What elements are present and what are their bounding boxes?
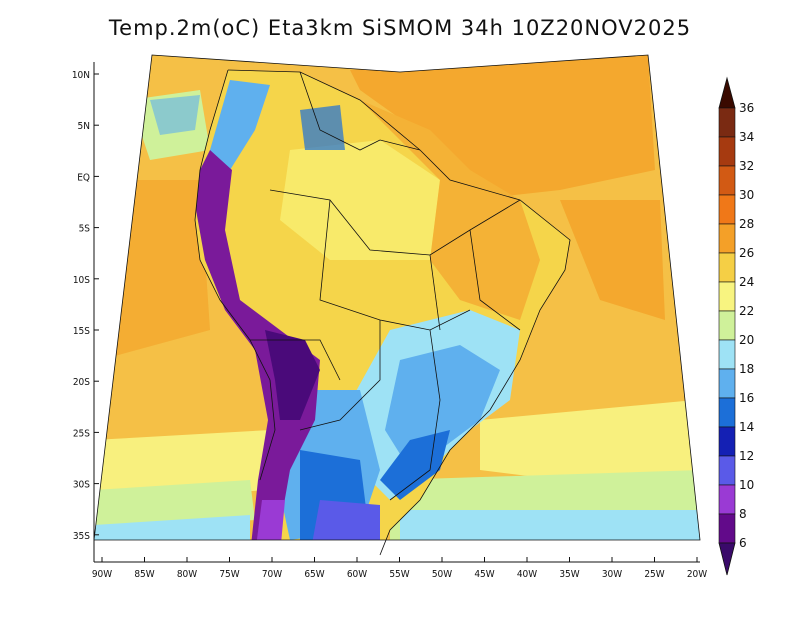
colorbar-top-arrow <box>718 76 736 109</box>
lon-tick-label: 45W <box>474 569 494 580</box>
colorbar-segment <box>718 281 736 312</box>
colorbar-segment <box>718 310 736 341</box>
colorbar-segment <box>718 455 736 486</box>
lon-tick-label: 30W <box>602 569 622 580</box>
colorbar-label: 10 <box>739 478 754 492</box>
lon-tick-label: 65W <box>304 569 324 580</box>
lat-tick-label: 20S <box>73 377 90 388</box>
colorbar-label: 16 <box>739 391 754 405</box>
colorbar-label: 26 <box>739 246 754 260</box>
lon-tick-label: 85W <box>134 569 154 580</box>
colorbar-segment <box>718 223 736 254</box>
colorbar-label: 14 <box>739 420 754 434</box>
colorbar-label: 32 <box>739 159 754 173</box>
colorbar-segment <box>718 107 736 138</box>
lat-tick-label: 15S <box>73 326 90 337</box>
colorbar-label: 36 <box>739 101 754 115</box>
political-borders <box>194 69 571 556</box>
colorbar-label: 8 <box>739 507 747 521</box>
map-border <box>93 54 701 541</box>
lon-tick-label: 20W <box>687 569 707 580</box>
colorbar-segment <box>718 484 736 515</box>
lon-tick-label: 50W <box>432 569 452 580</box>
lon-tick-label: 90W <box>92 569 112 580</box>
lon-tick-label: 60W <box>347 569 367 580</box>
colorbar-segment <box>718 426 736 457</box>
colorbar-label: 20 <box>739 333 754 347</box>
lat-tick-label: 30S <box>73 480 90 491</box>
colorbar-label: 24 <box>739 275 754 289</box>
lat-tick-label: 10N <box>72 70 90 81</box>
colorbar-segment <box>718 136 736 167</box>
colorbar-label: 34 <box>739 130 754 144</box>
colorbar-segment <box>718 165 736 196</box>
colorbar-segment <box>718 368 736 399</box>
colorbar-segment <box>718 513 736 544</box>
lat-tick-label: 10S <box>73 275 90 286</box>
lat-tick-label: EQ <box>77 172 90 183</box>
latitude-axis: 10N 5N EQ 5S 10S 15S 20S 25S 30S 35S <box>72 70 99 542</box>
colorbar-label: 30 <box>739 188 754 202</box>
longitude-axis: 90W 85W 80W 75W 70W 65W 60W 55W 50W 45W 40W 35W 30W 2… <box>92 557 707 580</box>
lat-tick-label: 5S <box>79 224 91 235</box>
lat-tick-label: 5N <box>78 121 90 132</box>
lat-tick-label: 25S <box>73 428 90 439</box>
map-title: Temp.2m(oC) Eta3km SiSMOM 34h 10Z20NOV20… <box>108 16 692 40</box>
colorbar-label: 6 <box>739 536 747 550</box>
temperature-colorbar: 36 34 32 30 28 26 24 22 20 18 16 14 12 10 8 6 <box>718 76 754 576</box>
lon-tick-label: 25W <box>644 569 664 580</box>
lon-tick-label: 55W <box>389 569 409 580</box>
colorbar-segment <box>718 252 736 283</box>
lat-tick-label: 35S <box>73 531 90 542</box>
lon-tick-label: 75W <box>219 569 239 580</box>
colorbar-segment <box>718 339 736 370</box>
colorbar-label: 28 <box>739 217 754 231</box>
colorbar-label: 18 <box>739 362 754 376</box>
colorbar-segment <box>718 397 736 428</box>
temperature-field <box>94 55 700 540</box>
lon-tick-label: 80W <box>177 569 197 580</box>
colorbar-label: 22 <box>739 304 754 318</box>
colorbar-segment <box>718 194 736 225</box>
lon-tick-label: 70W <box>262 569 282 580</box>
colorbar-bottom-arrow <box>718 542 736 576</box>
colorbar-label: 12 <box>739 449 754 463</box>
lon-tick-label: 35W <box>559 569 579 580</box>
lon-tick-label: 40W <box>517 569 537 580</box>
